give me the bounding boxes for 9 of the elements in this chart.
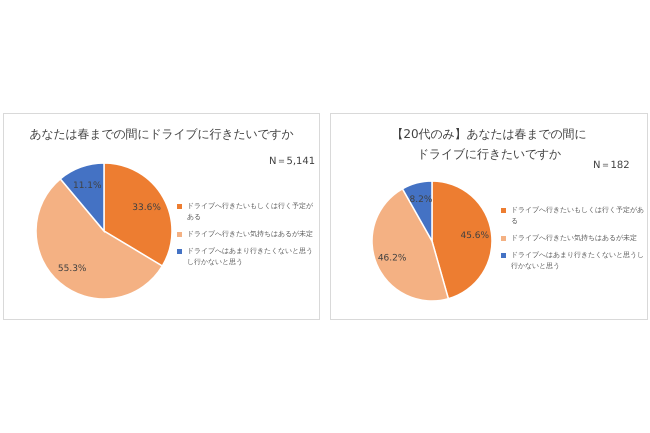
chart-title: 【20代のみ】あなたは春までの間にドライブに行きたいですか: [390, 126, 588, 163]
chart-subtitle: N＝182: [593, 159, 630, 172]
data-label: 45.6%: [460, 231, 490, 242]
data-label: 46.2%: [378, 254, 407, 264]
data-label: 11.1%: [72, 180, 102, 191]
chart-title: あなたは春までの間にドライブに行きたいですか: [28, 126, 294, 143]
chart-subtitle: N＝5,141: [269, 155, 316, 168]
data-label: 33.6%: [132, 202, 162, 213]
data-label: 55.3%: [58, 264, 87, 274]
